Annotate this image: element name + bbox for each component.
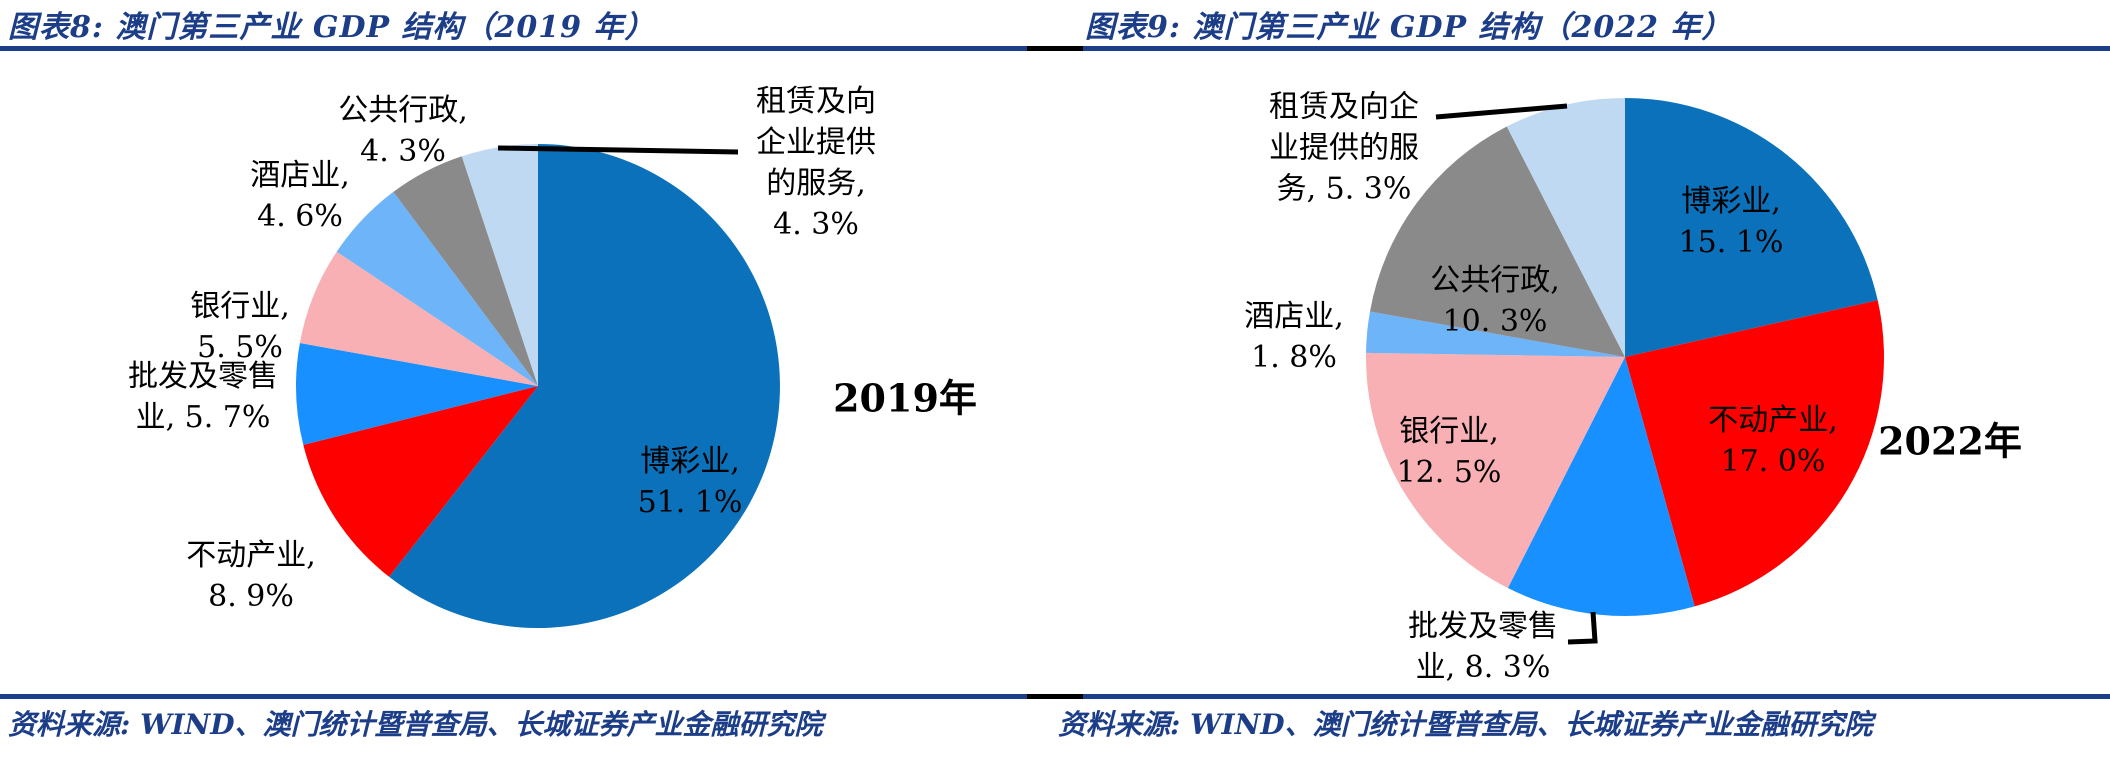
pie-2022-slice-3 [1365, 352, 1625, 588]
pie-2019-slice-2 [296, 343, 538, 445]
figure-title-2019: 图表8: 澳门第三产业 GDP 结构（2019 年） [8, 10, 656, 45]
pie-2022-slice-1 [1625, 300, 1884, 607]
header-rule-black-segment [1027, 46, 1083, 51]
pie-2022-slice-4 [1366, 311, 1625, 357]
pie-2022-slice-5 [1370, 126, 1625, 357]
pie-2019-slice-0 [389, 144, 780, 628]
leader-line [1567, 611, 1598, 645]
year-label-2019: 2019年 [833, 375, 977, 421]
source-text-2019: 资料来源: WIND、澳门统计暨普查局、长城证券产业金融研究院 [8, 708, 823, 741]
pie-2019-slice-6 [461, 143, 538, 386]
pie-2022-slice-2 [1507, 357, 1695, 616]
pie-2019-slice-3 [299, 251, 538, 386]
pie-2019-slice-5 [393, 156, 538, 386]
footer-rule-right [1083, 694, 2110, 699]
header-rule-right [1083, 46, 2110, 51]
pie-2022-slice-0 [1625, 98, 1878, 357]
pie-2022 [1365, 97, 1884, 616]
pie-2019-slice-4 [336, 191, 538, 386]
year-label-2022: 2022年 [1878, 418, 2022, 464]
leader-line [497, 145, 739, 155]
pie-2022-slice-6 [1506, 97, 1625, 358]
leader-line [1435, 103, 1568, 120]
footer-rule-left [0, 694, 1027, 699]
figure-title-2022: 图表9: 澳门第三产业 GDP 结构（2022 年） [1085, 10, 1733, 45]
pie-2019-slice-1 [303, 386, 538, 577]
footer-rule-black-segment [1027, 694, 1083, 699]
pie-2019 [296, 143, 780, 628]
header-rule-left [0, 46, 1027, 51]
source-text-2022: 资料来源: WIND、澳门统计暨普查局、长城证券产业金融研究院 [1058, 708, 1873, 741]
